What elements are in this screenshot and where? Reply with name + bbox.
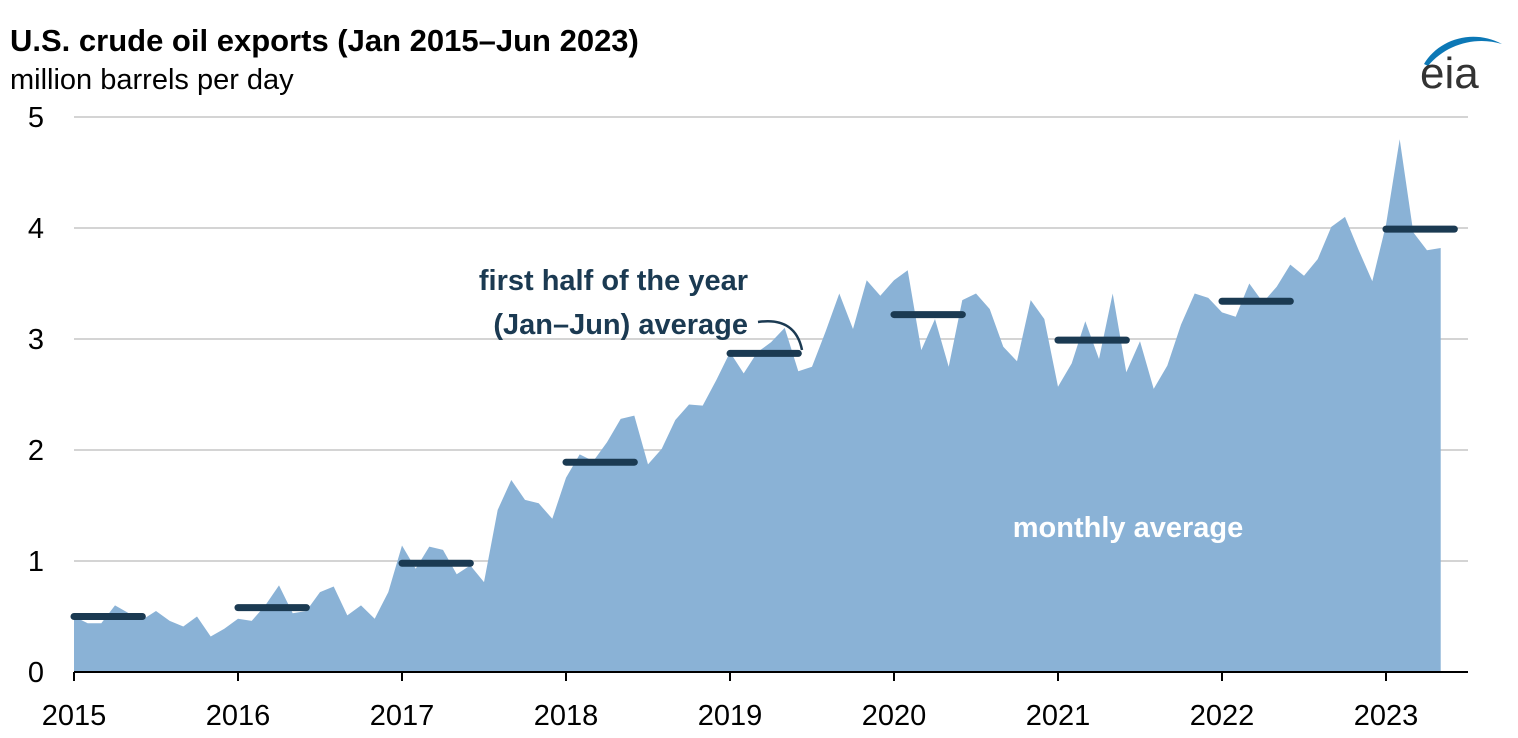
half-year-annotation: first half of the year (Jan–Jun) average <box>479 265 804 351</box>
x-tick-label-2020: 2020 <box>862 700 927 732</box>
eia-logo-swoosh <box>1424 36 1502 66</box>
x-tick-label-2023: 2023 <box>1354 700 1419 732</box>
chart-subtitle: million barrels per day <box>10 64 294 96</box>
y-tick-label-3: 3 <box>28 324 44 356</box>
y-tick-label-2: 2 <box>28 435 44 467</box>
eia-logo: eia <box>1420 36 1502 98</box>
monthly-average-area <box>74 139 1441 672</box>
x-tick-label-2022: 2022 <box>1190 700 1255 732</box>
y-axis-ticks: 0 1 2 3 4 5 <box>28 102 44 689</box>
axes <box>73 671 1468 681</box>
x-tick-label-2015: 2015 <box>42 700 107 732</box>
x-tick-label-2021: 2021 <box>1026 700 1091 732</box>
x-tick-label-2019: 2019 <box>698 700 763 732</box>
x-tick-label-2017: 2017 <box>370 700 435 732</box>
monthly-average-label: monthly average <box>1013 512 1243 544</box>
y-tick-label-0: 0 <box>28 657 44 689</box>
x-axis-ticks: 2015 2016 2017 2018 2019 2020 2021 2022 2023 <box>42 700 1419 732</box>
y-tick-label-5: 5 <box>28 102 44 134</box>
half-year-average-series <box>70 225 1458 620</box>
chart-title: U.S. crude oil exports (Jan 2015–Jun 202… <box>10 23 639 58</box>
y-tick-label-4: 4 <box>28 213 44 245</box>
eia-logo-text: eia <box>1420 49 1479 98</box>
x-tick-label-2018: 2018 <box>534 700 599 732</box>
area-series <box>74 139 1441 672</box>
annotation-leader-line <box>757 319 804 351</box>
half-year-label-line2: (Jan–Jun) average <box>493 309 748 341</box>
half-year-label-line1: first half of the year <box>479 265 748 297</box>
x-tick-label-2016: 2016 <box>206 700 271 732</box>
y-tick-label-1: 1 <box>28 546 44 578</box>
